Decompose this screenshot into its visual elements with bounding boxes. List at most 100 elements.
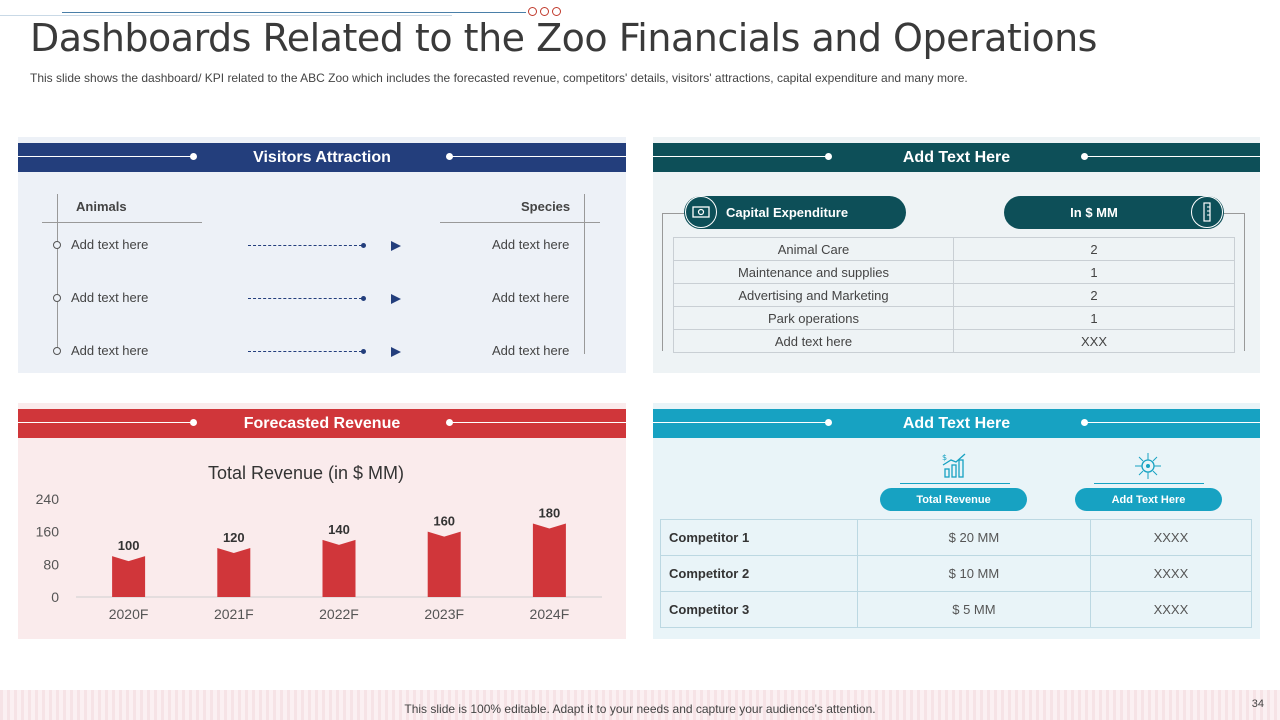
capex-panel-header: Add Text Here [653,143,1260,172]
header-line-left [653,422,827,423]
bar [532,523,566,597]
capex-pill-label: Capital Expenditure [726,205,849,220]
capex-value: 2 [953,237,1235,261]
bar-value-label: 120 [223,530,245,545]
header-line-right [1085,156,1260,157]
x-tick-label: 2023F [424,606,464,622]
species-header-rule [440,222,600,223]
arrow-right-icon [391,294,401,304]
species-column-header: Species [521,199,571,214]
table-row: Park operations 1 [673,306,1235,330]
animal-text-3: Add text here [71,343,149,358]
bar-value-label: 180 [539,506,561,521]
table-row: Competitor 2 $ 10 MM XXXX [660,555,1253,592]
svg-text:$: $ [942,453,947,462]
competitor-revenue: $ 20 MM [857,519,1091,556]
competitors-panel: Add Text Here $ Total Revenue Add Text H… [653,403,1260,639]
competitor-name: Competitor 1 [660,519,858,556]
bar-value-label: 160 [433,514,455,529]
connector-dot [361,349,366,354]
species-vertical-rule [584,194,585,354]
competitor-other: XXXX [1089,591,1253,628]
capex-value: 2 [953,283,1235,307]
capex-value: XXX [953,329,1235,353]
species-text-2: Add text here [492,290,570,305]
y-tick-label: 0 [51,589,59,605]
x-tick-label: 2022F [319,606,359,622]
icon-underline [1094,483,1204,484]
row-bullet [53,347,61,355]
capex-item: Advertising and Marketing [673,283,954,307]
table-row: Add text here XXX [673,329,1235,353]
table-row: Maintenance and supplies 1 [673,260,1235,284]
connector-dash [248,351,362,352]
header-line-left [653,156,827,157]
bar [217,548,251,597]
page-number: 34 [1251,698,1264,710]
icon-underline [900,483,1010,484]
bar-value-label: 100 [118,538,140,553]
animal-text-1: Add text here [71,237,149,252]
forecasted-revenue-panel: Forecasted Revenue Total Revenue (in $ M… [18,403,626,639]
competitor-revenue: $ 10 MM [857,555,1091,592]
footer-decor-band [0,690,1280,720]
competitor-other: XXXX [1089,519,1253,556]
animal-text-2: Add text here [71,290,149,305]
capex-value: 1 [953,260,1235,284]
chart-title: Total Revenue (in $ MM) [208,463,404,483]
table-row: Competitor 1 $ 20 MM XXXX [660,519,1253,556]
y-tick-label: 80 [43,556,59,572]
money-icon [685,196,717,228]
forecast-panel-title: Forecasted Revenue [243,414,401,432]
header-dot-left [190,153,197,160]
add-text-pill: Add Text Here [1075,488,1222,511]
connector-dash [248,245,362,246]
species-text-3: Add text here [492,343,570,358]
bar [322,539,356,597]
animals-vertical-rule [57,194,58,354]
header-line-left [18,422,192,423]
top-decor-line-light [0,15,452,16]
network-gear-icon [1133,451,1163,486]
x-tick-label: 2020F [109,606,149,622]
competitors-panel-header: Add Text Here [653,409,1260,438]
capex-item: Add text here [673,329,954,353]
top-decor-circles [528,7,561,16]
slide-subtitle: This slide shows the dashboard/ KPI rela… [30,71,968,85]
growth-chart-icon: $ [939,451,969,486]
header-line-right [450,156,626,157]
right-bracket [1223,213,1245,351]
capex-pill: Capital Expenditure [684,196,906,229]
bar-value-label: 140 [328,522,350,537]
left-bracket [662,213,686,351]
x-tick-label: 2021F [214,606,254,622]
ruler-icon [1191,196,1223,228]
animals-header-rule [42,222,202,223]
animals-column-header: Animals [76,199,127,214]
bar [112,556,146,597]
competitor-other: XXXX [1089,555,1253,592]
header-line-right [1085,422,1260,423]
competitors-table: Competitor 1 $ 20 MM XXXX Competitor 2 $ 10… [660,519,1253,628]
unit-pill: In $ MM [1004,196,1224,229]
row-bullet [53,294,61,302]
arrow-right-icon [391,241,401,251]
capex-item: Park operations [673,306,954,330]
x-tick-label: 2024F [530,606,570,622]
capex-item: Maintenance and supplies [673,260,954,284]
forecast-panel-header: Forecasted Revenue [18,409,626,438]
total-revenue-label: Total Revenue [916,493,991,506]
revenue-bar-chart: Total Revenue (in $ MM) 0 80 160 240 100 2020F… [36,463,602,622]
capital-expenditure-panel: Add Text Here Capital Expenditure In $ M… [653,137,1260,373]
table-row: Animal Care 2 [673,237,1235,261]
footer-text: This slide is 100% editable. Adapt it to… [404,702,876,716]
capex-panel-title: Add Text Here [902,148,1011,166]
competitor-revenue: $ 5 MM [857,591,1091,628]
top-decor-line [62,12,526,13]
visitors-panel-title: Visitors Attraction [253,148,391,166]
total-revenue-pill: Total Revenue [880,488,1027,511]
capex-item: Animal Care [673,237,954,261]
header-dot-right [1081,419,1088,426]
header-line-right [450,422,626,423]
y-tick-label: 160 [36,524,60,540]
